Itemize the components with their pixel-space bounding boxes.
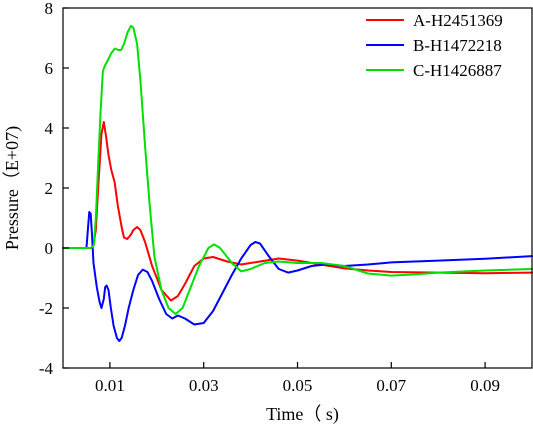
legend: A-H2451369 B-H1472218 C-H1426887 xyxy=(366,11,503,80)
y-tick-label: 0 xyxy=(45,239,54,258)
y-tick-label: -4 xyxy=(39,359,54,378)
x-tick-label: 0.07 xyxy=(376,376,406,395)
x-tick-label: 0.05 xyxy=(283,376,313,395)
legend-label: A-H2451369 xyxy=(413,11,503,30)
y-tick-label: 2 xyxy=(45,179,54,198)
axis-ticks: 0.01 0.03 0.05 0.07 0.09 -4 -2 0 2 4 6 8 xyxy=(39,0,500,395)
x-tick-label: 0.01 xyxy=(95,376,125,395)
legend-label: B-H1472218 xyxy=(413,36,502,55)
y-tick-label: 8 xyxy=(45,0,54,18)
legend-label: C-H1426887 xyxy=(413,61,502,80)
series-line-B-H1472218 xyxy=(62,211,533,342)
y-tick-label: 4 xyxy=(45,119,54,138)
y-tick-label: 6 xyxy=(45,59,54,78)
series-layer xyxy=(62,25,533,342)
y-axis-title: Pressure（E+07) xyxy=(2,126,23,250)
series-line-C-H1426887 xyxy=(62,25,533,315)
x-tick-label: 0.09 xyxy=(470,376,500,395)
x-axis-title: Time（ s) xyxy=(266,404,339,425)
y-tick-label: -2 xyxy=(39,299,53,318)
series-line-A-H2451369 xyxy=(62,121,533,302)
x-tick-label: 0.03 xyxy=(189,376,219,395)
